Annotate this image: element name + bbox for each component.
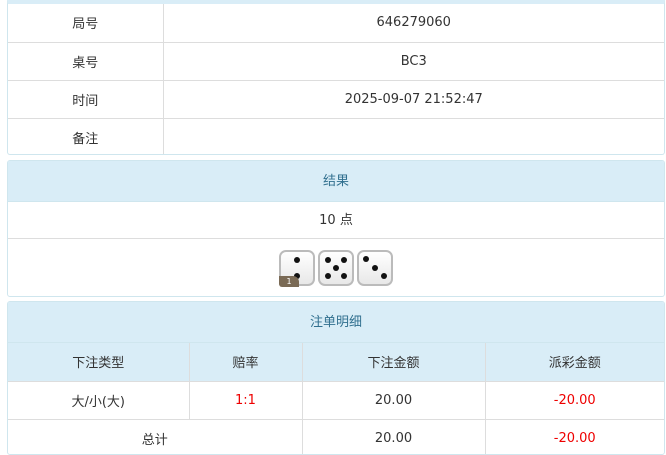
col-bet-type: 下注类型	[8, 343, 190, 382]
pip	[294, 272, 300, 279]
total-amount: 20.00	[301, 418, 486, 454]
table-row: 局号 646279060	[8, 4, 664, 43]
info-table: 局号 646279060 桌号 BC3 时间 2025-09-07 21:52:47 …	[8, 4, 664, 154]
pip	[333, 264, 339, 271]
label: 备注	[8, 117, 164, 154]
table-id: BC3	[162, 41, 664, 81]
dice-row: 1	[8, 239, 664, 296]
label: 桌号	[8, 41, 164, 81]
label: 局号	[8, 4, 164, 43]
col-payout: 派彩金额	[484, 343, 664, 382]
remark	[162, 117, 664, 154]
amount: 20.00	[301, 380, 486, 420]
pip	[372, 264, 378, 271]
result-title: 结果	[8, 161, 664, 202]
total-payout: -20.00	[484, 418, 664, 454]
bet-type: 大/小(大)	[8, 380, 190, 420]
pip	[380, 273, 387, 280]
info-panel: 局号 646279060 桌号 BC3 时间 2025-09-07 21:52:47 …	[7, 0, 665, 155]
table-header: 下注类型 赔率 下注金额 派彩金额	[8, 343, 664, 382]
label: 时间	[8, 79, 164, 119]
pip	[341, 256, 347, 263]
pip	[325, 256, 331, 263]
table-row: 时间 2025-09-07 21:52:47	[8, 79, 664, 119]
pip	[341, 272, 347, 279]
bets-table: 下注类型 赔率 下注金额 派彩金额 大/小(大) 1:1 20.00 -20.0…	[8, 343, 664, 454]
die-5	[318, 249, 354, 286]
odds: 1:1	[188, 380, 303, 420]
pip	[294, 256, 300, 263]
payout: -20.00	[484, 380, 664, 420]
table-row: 备注	[8, 117, 664, 154]
col-amount: 下注金额	[301, 343, 486, 382]
time: 2025-09-07 21:52:47	[162, 79, 664, 119]
total-row: 总计 20.00 -20.00	[8, 418, 664, 454]
bets-panel: 注单明细 下注类型 赔率 下注金额 派彩金额 大/小(大) 1:1 20.00 …	[7, 301, 665, 455]
result-panel: 结果 10 点 1	[7, 160, 665, 297]
pip	[325, 272, 331, 279]
total-label: 总计	[8, 418, 303, 454]
round-id: 646279060	[162, 4, 664, 43]
dice-badge: 1	[279, 275, 299, 287]
table-row: 大/小(大) 1:1 20.00 -20.00	[8, 380, 664, 420]
result-points: 10 点	[8, 202, 664, 239]
pip	[363, 255, 370, 262]
table-row: 桌号 BC3	[8, 41, 664, 81]
col-odds: 赔率	[188, 343, 303, 382]
bets-title: 注单明细	[8, 302, 664, 343]
die-2: 1	[279, 249, 315, 287]
die-3	[357, 249, 393, 286]
